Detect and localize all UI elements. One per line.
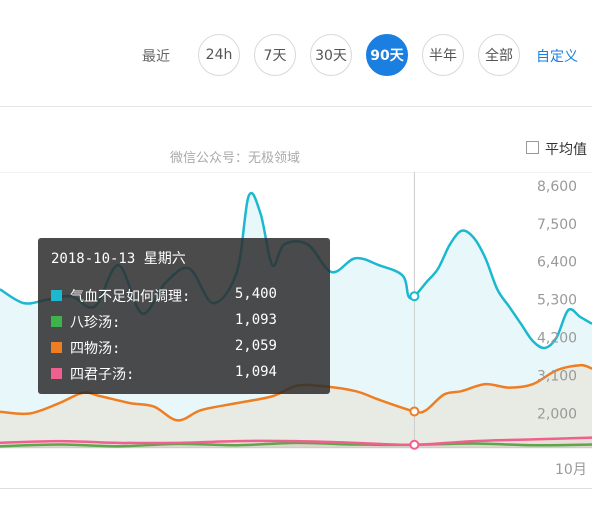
y-tick-label: 5,300 xyxy=(537,293,577,309)
y-tick-label: 4,200 xyxy=(537,331,577,347)
tooltip-series-name: 四君子汤: xyxy=(70,364,134,384)
y-tick-label: 3,100 xyxy=(537,369,577,385)
range-label: 最近 xyxy=(142,46,170,66)
range-button-24h[interactable]: 24h xyxy=(198,34,240,76)
y-tick-label: 6,400 xyxy=(537,255,577,271)
range-button-90d[interactable]: 90天 xyxy=(366,34,408,76)
hover-point xyxy=(410,441,418,449)
average-label[interactable]: 平均值 xyxy=(545,139,587,159)
series-swatch-icon xyxy=(51,368,62,379)
range-button-half-year[interactable]: 半年 xyxy=(422,34,464,76)
tooltip-series-name: 四物汤: xyxy=(70,338,120,358)
range-button-all[interactable]: 全部 xyxy=(478,34,520,76)
tooltip-row: 八珍汤: 1,093 xyxy=(51,312,321,334)
tooltip-series-value: 5,400 xyxy=(235,286,277,302)
tooltip-row: 气血不足如何调理: 5,400 xyxy=(51,286,321,308)
series-swatch-icon xyxy=(51,290,62,301)
tooltip-series-name: 八珍汤: xyxy=(70,312,120,332)
average-checkbox[interactable] xyxy=(526,141,539,154)
tooltip-series-value: 2,059 xyxy=(235,338,277,354)
tooltip-row: 四物汤: 2,059 xyxy=(51,338,321,360)
custom-range-link[interactable]: 自定义 xyxy=(536,46,578,66)
tooltip-row: 四君子汤: 1,094 xyxy=(51,364,321,386)
range-button-30d[interactable]: 30天 xyxy=(310,34,352,76)
y-tick-label: 8,600 xyxy=(537,179,577,195)
series-swatch-icon xyxy=(51,342,62,353)
y-tick-label: 7,500 xyxy=(537,217,577,233)
y-tick-label: 2,000 xyxy=(537,407,577,423)
x-tick-label: 10月 xyxy=(555,462,587,478)
hover-point xyxy=(410,292,418,300)
bottom-divider xyxy=(0,488,592,489)
range-button-7d[interactable]: 7天 xyxy=(254,34,296,76)
chart-tooltip: 2018-10-13 星期六 气血不足如何调理: 5,400 八珍汤: 1,09… xyxy=(38,238,330,394)
tooltip-series-name: 气血不足如何调理: xyxy=(70,286,190,306)
tooltip-series-value: 1,094 xyxy=(235,364,277,380)
tooltip-date: 2018-10-13 星期六 xyxy=(51,248,186,268)
watermark-text: 微信公众号：无极领域 xyxy=(170,147,300,166)
toolbar-divider xyxy=(0,106,592,107)
hover-point xyxy=(410,407,418,415)
series-swatch-icon xyxy=(51,316,62,327)
tooltip-series-value: 1,093 xyxy=(235,312,277,328)
